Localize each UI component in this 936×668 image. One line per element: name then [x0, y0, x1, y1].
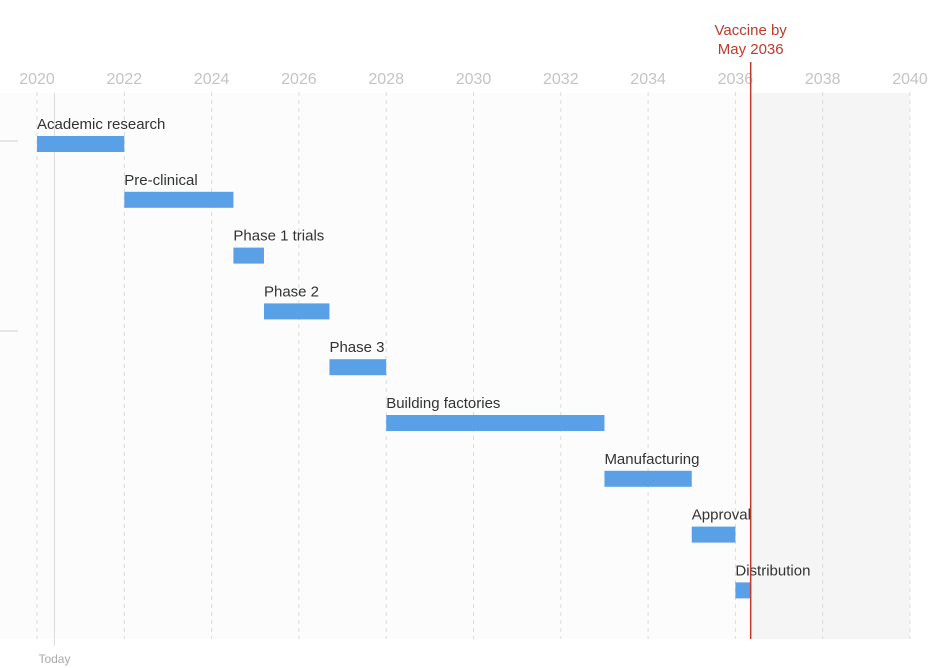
x-tick-label: 2038 — [805, 71, 841, 88]
x-tick-label: 2034 — [630, 71, 666, 88]
x-tick-label: 2022 — [107, 71, 143, 88]
x-axis-tick-labels: 2020 2022 2024 2026 2028 2030 2032 2034 2036 2038… — [19, 71, 928, 88]
task-bar — [124, 191, 234, 208]
post-target-shade — [750, 93, 910, 639]
x-tick-label: 2032 — [543, 71, 579, 88]
x-tick-label: 2036 — [718, 71, 754, 88]
task-bar — [233, 247, 264, 264]
task-bar — [604, 470, 692, 487]
task-label: Academic research — [37, 116, 165, 133]
task-label: Phase 2 — [264, 283, 319, 300]
task-label: Phase 1 trials — [233, 228, 324, 245]
task-bars: Academic research Pre-clinical Phase 1 tri… — [37, 116, 810, 599]
x-tick-label: 2024 — [194, 71, 230, 88]
x-tick-label: 2028 — [368, 71, 404, 88]
task-bar — [735, 582, 751, 599]
x-tick-label: 2026 — [281, 71, 317, 88]
task-bar — [329, 359, 387, 376]
today-label: Today — [38, 652, 70, 666]
task-label: Approval — [692, 507, 751, 524]
task-bar — [37, 136, 125, 152]
vaccine-target-label-line1: Vaccine by — [715, 22, 788, 39]
task-bar — [691, 526, 736, 543]
task-label: Distribution — [735, 562, 810, 579]
task-bar — [263, 303, 330, 320]
x-tick-label: 2020 — [19, 71, 55, 88]
grid-lines — [36, 92, 911, 639]
task-label: Pre-clinical — [124, 172, 197, 189]
task-label: Phase 3 — [329, 339, 384, 356]
x-tick-label: 2040 — [892, 71, 928, 88]
vaccine-target-label-line2: May 2036 — [718, 41, 784, 58]
task-label: Building factories — [386, 395, 500, 412]
x-tick-label: 2030 — [456, 71, 492, 88]
task-bar — [386, 415, 605, 431]
task-label: Manufacturing — [604, 451, 699, 468]
